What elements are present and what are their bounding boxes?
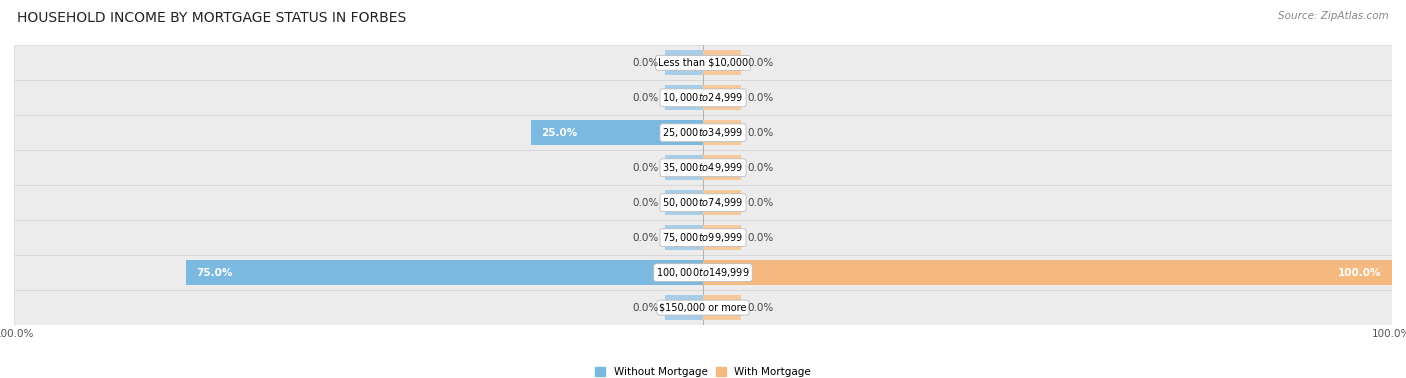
- Bar: [703, 120, 741, 146]
- Bar: [14, 185, 1392, 220]
- Text: Source: ZipAtlas.com: Source: ZipAtlas.com: [1278, 11, 1389, 21]
- Text: HOUSEHOLD INCOME BY MORTGAGE STATUS IN FORBES: HOUSEHOLD INCOME BY MORTGAGE STATUS IN F…: [17, 11, 406, 25]
- Text: 0.0%: 0.0%: [748, 198, 775, 208]
- Bar: [14, 150, 1392, 185]
- Text: $35,000 to $49,999: $35,000 to $49,999: [662, 161, 744, 174]
- Text: 25.0%: 25.0%: [541, 128, 578, 138]
- Bar: [14, 290, 1392, 325]
- Bar: [665, 155, 703, 180]
- Bar: [14, 45, 1392, 81]
- Text: 0.0%: 0.0%: [748, 303, 775, 313]
- Text: 75.0%: 75.0%: [197, 268, 233, 277]
- Text: 0.0%: 0.0%: [631, 233, 658, 243]
- Bar: [703, 155, 741, 180]
- Bar: [703, 225, 741, 250]
- Bar: [703, 190, 741, 215]
- Bar: [665, 50, 703, 76]
- Text: 0.0%: 0.0%: [748, 233, 775, 243]
- Bar: [14, 220, 1392, 255]
- Text: 0.0%: 0.0%: [748, 163, 775, 173]
- Text: 0.0%: 0.0%: [631, 198, 658, 208]
- Text: Less than $10,000: Less than $10,000: [658, 58, 748, 68]
- Bar: [703, 85, 741, 110]
- Bar: [703, 260, 1392, 285]
- Text: 0.0%: 0.0%: [631, 163, 658, 173]
- Bar: [665, 225, 703, 250]
- Bar: [531, 120, 703, 146]
- Text: $75,000 to $99,999: $75,000 to $99,999: [662, 231, 744, 244]
- Bar: [703, 295, 741, 320]
- Bar: [665, 120, 703, 146]
- Text: $10,000 to $24,999: $10,000 to $24,999: [662, 91, 744, 104]
- Text: $100,000 to $149,999: $100,000 to $149,999: [657, 266, 749, 279]
- Text: 0.0%: 0.0%: [631, 93, 658, 103]
- Text: $25,000 to $34,999: $25,000 to $34,999: [662, 126, 744, 139]
- Bar: [665, 295, 703, 320]
- Bar: [665, 190, 703, 215]
- Bar: [14, 115, 1392, 150]
- Bar: [703, 260, 741, 285]
- Legend: Without Mortgage, With Mortgage: Without Mortgage, With Mortgage: [591, 363, 815, 378]
- Text: $50,000 to $74,999: $50,000 to $74,999: [662, 196, 744, 209]
- Text: 0.0%: 0.0%: [748, 93, 775, 103]
- Text: 100.0%: 100.0%: [1339, 268, 1382, 277]
- Bar: [703, 50, 741, 76]
- Text: $150,000 or more: $150,000 or more: [659, 303, 747, 313]
- Bar: [14, 255, 1392, 290]
- Bar: [665, 260, 703, 285]
- Bar: [186, 260, 703, 285]
- Text: 0.0%: 0.0%: [631, 58, 658, 68]
- Text: 0.0%: 0.0%: [748, 128, 775, 138]
- Bar: [14, 81, 1392, 115]
- Bar: [665, 85, 703, 110]
- Text: 0.0%: 0.0%: [748, 58, 775, 68]
- Text: 0.0%: 0.0%: [631, 303, 658, 313]
